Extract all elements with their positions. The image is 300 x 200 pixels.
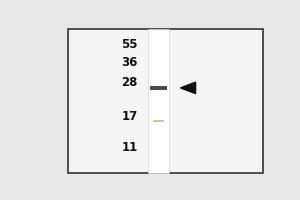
Text: 17: 17: [121, 110, 137, 123]
Bar: [68, 29, 263, 173]
Bar: [153, 120, 164, 122]
Text: 11: 11: [121, 141, 137, 154]
Bar: [150, 86, 167, 90]
Bar: [148, 29, 169, 173]
Text: 55: 55: [121, 38, 137, 51]
Text: 28: 28: [121, 76, 137, 89]
Polygon shape: [181, 82, 196, 94]
Text: 36: 36: [121, 56, 137, 69]
